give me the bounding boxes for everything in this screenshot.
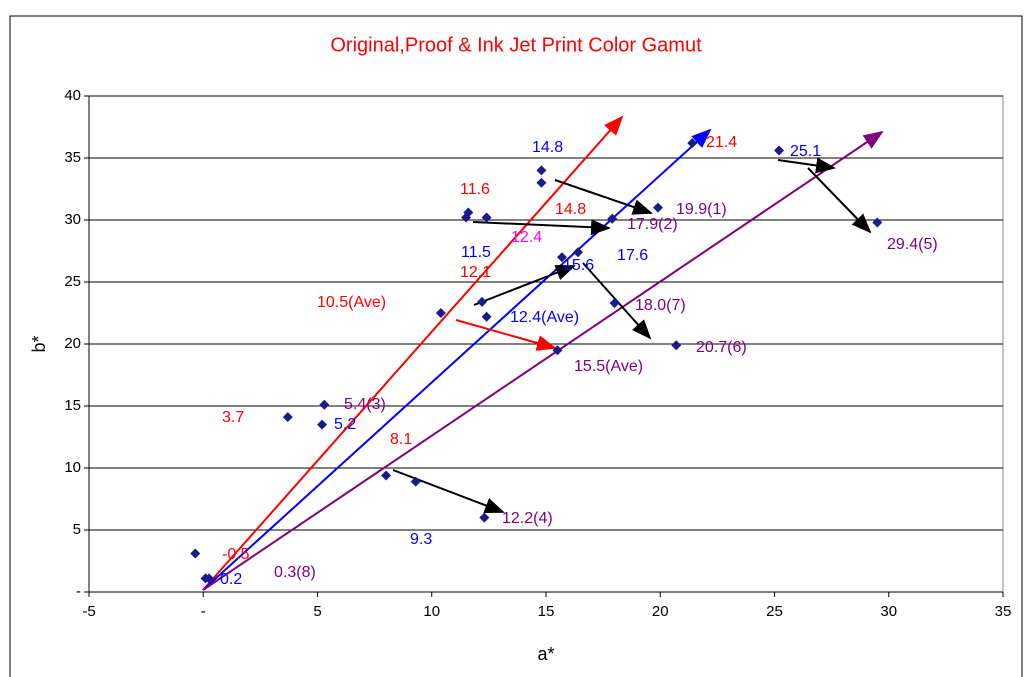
point (481, 311, 492, 322)
x-axis-label: a* (537, 644, 554, 664)
point (552, 345, 563, 356)
annotation: 20.7(6) (696, 339, 747, 356)
point (479, 512, 490, 523)
arrow (807, 167, 872, 234)
y-tick-label: - (76, 583, 81, 600)
point (410, 476, 421, 487)
point (203, 573, 214, 584)
y-tick-label: 25 (64, 273, 81, 290)
y-tick-label: 35 (64, 149, 81, 166)
annotation: 8.1 (390, 431, 412, 448)
arrow (473, 265, 576, 306)
x-tick-label: 5 (313, 603, 321, 620)
annotation: 12.1 (460, 264, 491, 281)
annotation: 15.5(Ave) (574, 358, 643, 375)
point (435, 308, 446, 318)
annotation: 21.4 (706, 134, 737, 151)
y-axis-label: b* (29, 335, 49, 352)
point (319, 399, 330, 410)
point (190, 548, 201, 559)
x-tick-label: - (201, 603, 206, 620)
y-tick-label: 5 (73, 521, 81, 538)
annotation: 0.3(8) (274, 564, 316, 581)
point (317, 419, 328, 430)
point (774, 145, 785, 156)
annotation: 29.4(5) (887, 236, 938, 253)
arrow (554, 179, 653, 215)
arrow (392, 469, 505, 514)
point (671, 340, 682, 351)
chart-frame (9, 15, 1023, 677)
annotation: 18.0(7) (635, 297, 686, 314)
y-tick-label: 10 (64, 459, 81, 476)
point (282, 412, 293, 423)
y-tick-label: 30 (64, 211, 81, 228)
annotation: 17.6 (617, 247, 648, 264)
arrow (472, 219, 611, 236)
annotation: 11.6 (460, 181, 490, 198)
annotation: 5.2 (334, 416, 356, 433)
y-tick-label: 20 (64, 335, 81, 352)
point (872, 217, 883, 228)
annotation: 12.4 (511, 229, 542, 246)
annotation: 5.4(3) (344, 396, 386, 413)
arrows (202, 115, 884, 591)
annotation: 9.3 (410, 531, 432, 548)
annotation: 3.7 (222, 409, 244, 426)
annotation: 14.8 (532, 139, 563, 156)
point (609, 298, 620, 309)
annotation: 11.5 (461, 244, 491, 261)
annotation: 14.8 (555, 201, 586, 218)
annotation: 15.6 (563, 257, 594, 274)
point (536, 177, 547, 188)
arrow (202, 128, 712, 591)
annotation: 19.9(1) (676, 201, 727, 218)
point (477, 296, 488, 307)
point (536, 165, 547, 176)
x-tick-label: 20 (652, 603, 669, 620)
annotation: -0.5 (222, 546, 250, 563)
arrow (202, 115, 624, 591)
point (687, 138, 698, 149)
point (607, 213, 618, 224)
annotation: 12.4(Ave) (510, 309, 579, 326)
point (481, 212, 492, 223)
point (556, 252, 567, 263)
point (572, 247, 583, 258)
chart-title: Original,Proof & Ink Jet Print Color Gam… (330, 34, 702, 56)
y-tick-label: 40 (64, 87, 81, 104)
point (463, 207, 474, 218)
x-tick-label: 25 (766, 603, 783, 620)
annotation: 12.2(4) (502, 510, 553, 527)
x-tick-label: 10 (423, 603, 440, 620)
point (381, 470, 392, 481)
annotation: 0.2 (220, 571, 242, 588)
x-tick-label: 35 (995, 603, 1012, 620)
point (652, 202, 663, 213)
arrow (202, 130, 884, 591)
annotation: 10.5(Ave) (317, 294, 386, 311)
x-tick-label: 15 (538, 603, 555, 620)
x-tick-label: 30 (880, 603, 897, 620)
annotation: 17.9(2) (627, 216, 678, 233)
y-tick-label: 15 (64, 397, 81, 414)
arrow (777, 157, 836, 174)
arrow (455, 319, 557, 351)
x-tick-label: -5 (82, 603, 95, 620)
annotation: 25.1 (790, 143, 821, 160)
